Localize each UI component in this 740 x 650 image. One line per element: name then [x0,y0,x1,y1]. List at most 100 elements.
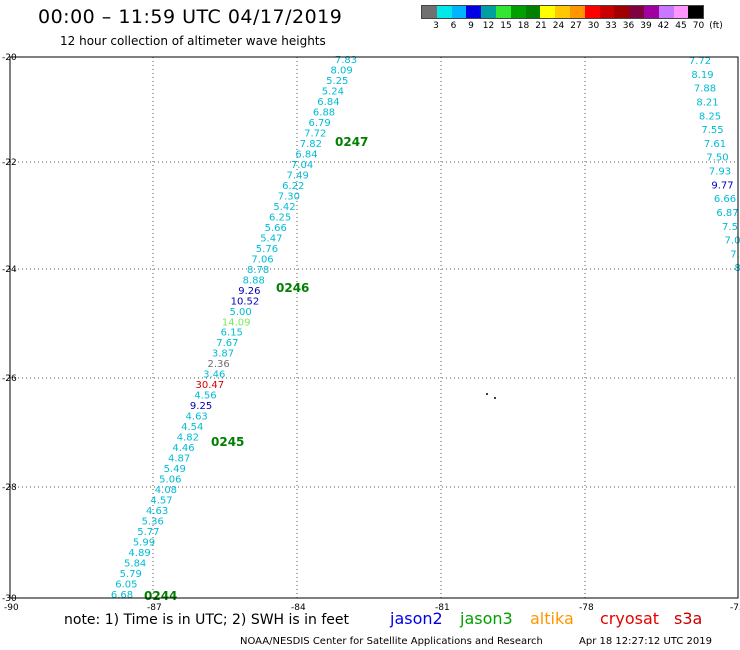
track-point-label: 8.09 [330,65,352,76]
track-point-label: 7.67 [216,338,238,349]
track-point-label: 30.47 [196,380,225,391]
color-swatch [451,6,467,18]
color-scale-label: 24 [552,21,565,31]
color-scale-label: 3 [433,21,439,31]
color-scale-label: 33 [605,21,617,31]
color-swatch [569,6,585,18]
color-scale: 3 6 9 12 15 18 21 24 27 30 33 36 39 42 45 70 (ft) [421,5,723,33]
track-point-label: 7.5 [722,222,738,233]
lat-label: -26 [2,374,17,384]
color-swatch [599,6,615,18]
track-point-label: 8 [734,263,740,274]
lon-label: -81 [435,603,450,613]
lat-label: -20 [2,53,17,63]
map-title: 00:00 – 11:59 UTC 04/17/2019 [38,6,343,28]
track-point-label: 6.88 [313,107,335,118]
color-swatch [495,6,511,18]
lon-label: -84 [291,603,306,613]
track-point-label: 7.30 [278,191,300,202]
track-point-label: 14.09 [222,317,251,328]
color-scale-label: 21 [535,21,547,31]
track-point-label: 7.72 [304,128,326,139]
color-swatch [466,6,482,18]
track-point-label: 6.05 [115,580,137,591]
lon-label: -87 [147,603,162,613]
color-swatch [481,6,496,18]
track-point-label: 6.84 [295,149,317,160]
lat-label: -24 [2,265,17,275]
track-point-label: 5.25 [326,76,348,87]
altimeter-track-right: 7.72 8.19 7.88 8.21 8.25 7.55 7.61 7.50 7.93 9.77… [689,56,740,274]
track-point-label: 6.25 [269,212,291,223]
color-swatch [688,6,704,18]
color-scale-label: 42 [657,21,670,31]
track-point-label: 3.46 [203,370,225,381]
color-scale-label: 9 [468,21,474,31]
map-subtitle: 12 hour collection of altimeter wave hei… [60,34,326,48]
track-point-label: 4.63 [146,506,168,517]
color-swatch [614,6,630,18]
legend-jason2: jason2 [390,609,443,628]
color-scale-label: 39 [640,21,652,31]
color-scale-labels: 3 6 9 12 15 18 21 24 27 30 33 36 39 42 45 70 (ft) [421,19,723,33]
color-scale-label: 12 [482,21,495,31]
lat-label: -22 [2,158,17,168]
legend-jason3: jason3 [460,609,513,628]
generated-time: Apr 18 12:27:12 UTC 2019 [579,636,712,647]
color-swatch [525,6,541,18]
track-time-labels: 0247 0246 0245 0244 [144,135,368,603]
color-swatch [643,6,659,18]
track-point-label: 5.77 [137,527,159,538]
track-point-label: 4.08 [155,485,177,496]
track-point-label: 6.15 [221,328,243,339]
track-point-label: 7.50 [706,153,728,164]
track-point-label: 4.54 [181,422,203,433]
track-point-label: 7.82 [300,139,322,150]
lon-label: -75 [730,603,740,613]
track-point-label: 8.78 [247,265,269,276]
track-point-label: 6.66 [714,194,736,205]
track-point-label: 6.22 [282,181,304,192]
color-swatch [658,6,674,18]
track-point-label: 4.89 [128,548,150,559]
track-point-label: 7.88 [694,84,716,95]
track-point-label: 8.25 [699,111,721,122]
track-point-label: 7.06 [251,254,273,265]
lat-lon-grid [10,57,738,598]
legend-s3a: s3a [674,609,703,628]
track-point-label: 7.61 [704,139,726,150]
track-point-label: 5.49 [164,464,186,475]
track-point-label: 3.87 [212,349,234,360]
track-time-label: 0245 [211,435,244,449]
track-time-label: 0247 [335,135,368,149]
color-scale-swatches [421,5,705,19]
lon-label: -78 [579,603,594,613]
color-swatch [584,6,600,18]
track-point-label: 5.42 [273,202,295,213]
track-point-label: 5.36 [142,517,164,528]
color-swatch [555,6,570,18]
color-scale-label: 27 [570,21,582,31]
track-point-label: 4.57 [150,496,172,507]
track-point-label: 7.49 [287,170,309,181]
lon-label: -90 [4,603,19,613]
color-swatch [540,6,556,18]
color-scale-label: 18 [517,21,530,31]
lat-label: -28 [2,483,17,493]
track-point-label: 7.55 [701,125,723,136]
color-scale-label: 70 [692,21,705,31]
track-point-label: 5.79 [120,569,142,580]
island-marker [486,393,488,395]
track-point-label: 8.21 [696,97,718,108]
credit-text: NOAA/NESDIS Center for Satellite Applica… [240,636,543,647]
track-point-label: 4.56 [194,391,216,402]
track-point-label: 4.87 [168,454,190,465]
track-point-label: 7. [730,249,740,260]
track-point-label: 9.77 [711,180,733,191]
lat-label: -30 [2,594,17,604]
track-point-label: 5.00 [229,307,251,318]
axis-labels: -20 -22 -24 -26 -28 -30-90 -87 -84 -81 -78 -75 [2,53,740,613]
track-point-label: 4.63 [186,412,208,423]
color-swatch [629,6,644,18]
